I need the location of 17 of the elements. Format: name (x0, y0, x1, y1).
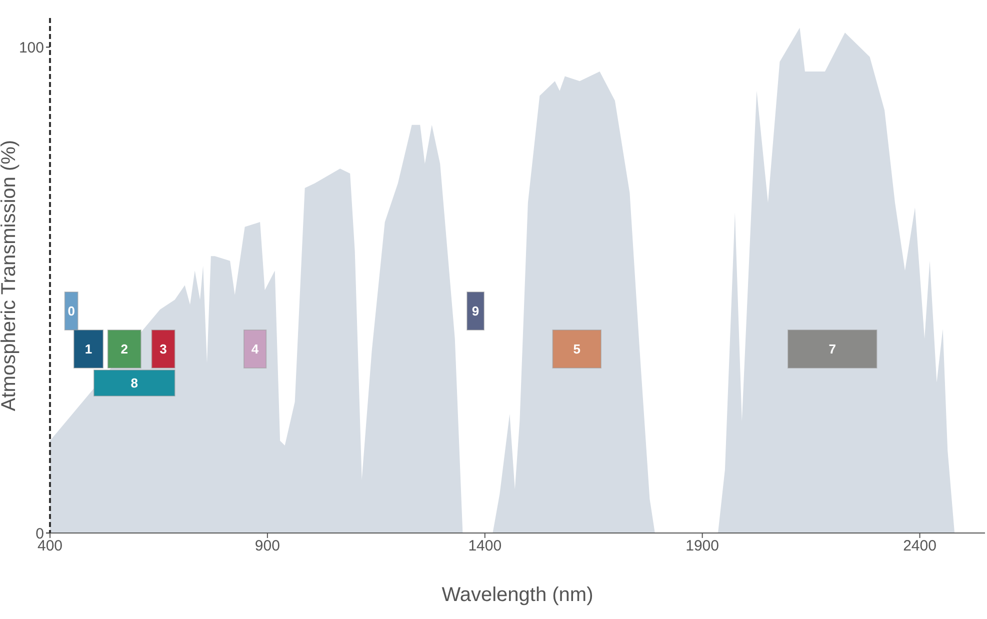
band-label: 1 (84, 342, 92, 357)
x-tick-label: 400 (37, 538, 63, 555)
x-tick-label: 900 (254, 538, 280, 555)
y-axis-title: Atmospheric Transmission (%) (0, 140, 20, 412)
band-label: 0 (68, 304, 75, 319)
band-label: 4 (251, 342, 260, 357)
band-label: 9 (472, 304, 480, 319)
band-label: 8 (130, 376, 138, 391)
y-tick-label: 100 (18, 39, 44, 56)
band-label: 7 (828, 342, 836, 357)
band-label: 3 (160, 342, 167, 357)
x-tick-label: 1400 (468, 538, 502, 555)
band-label: 5 (573, 342, 580, 357)
x-tick-label: 1900 (686, 538, 720, 555)
x-tick-label: 2400 (903, 538, 936, 555)
x-axis-title: Wavelength (nm) (442, 584, 594, 606)
band-label: 2 (120, 342, 128, 357)
